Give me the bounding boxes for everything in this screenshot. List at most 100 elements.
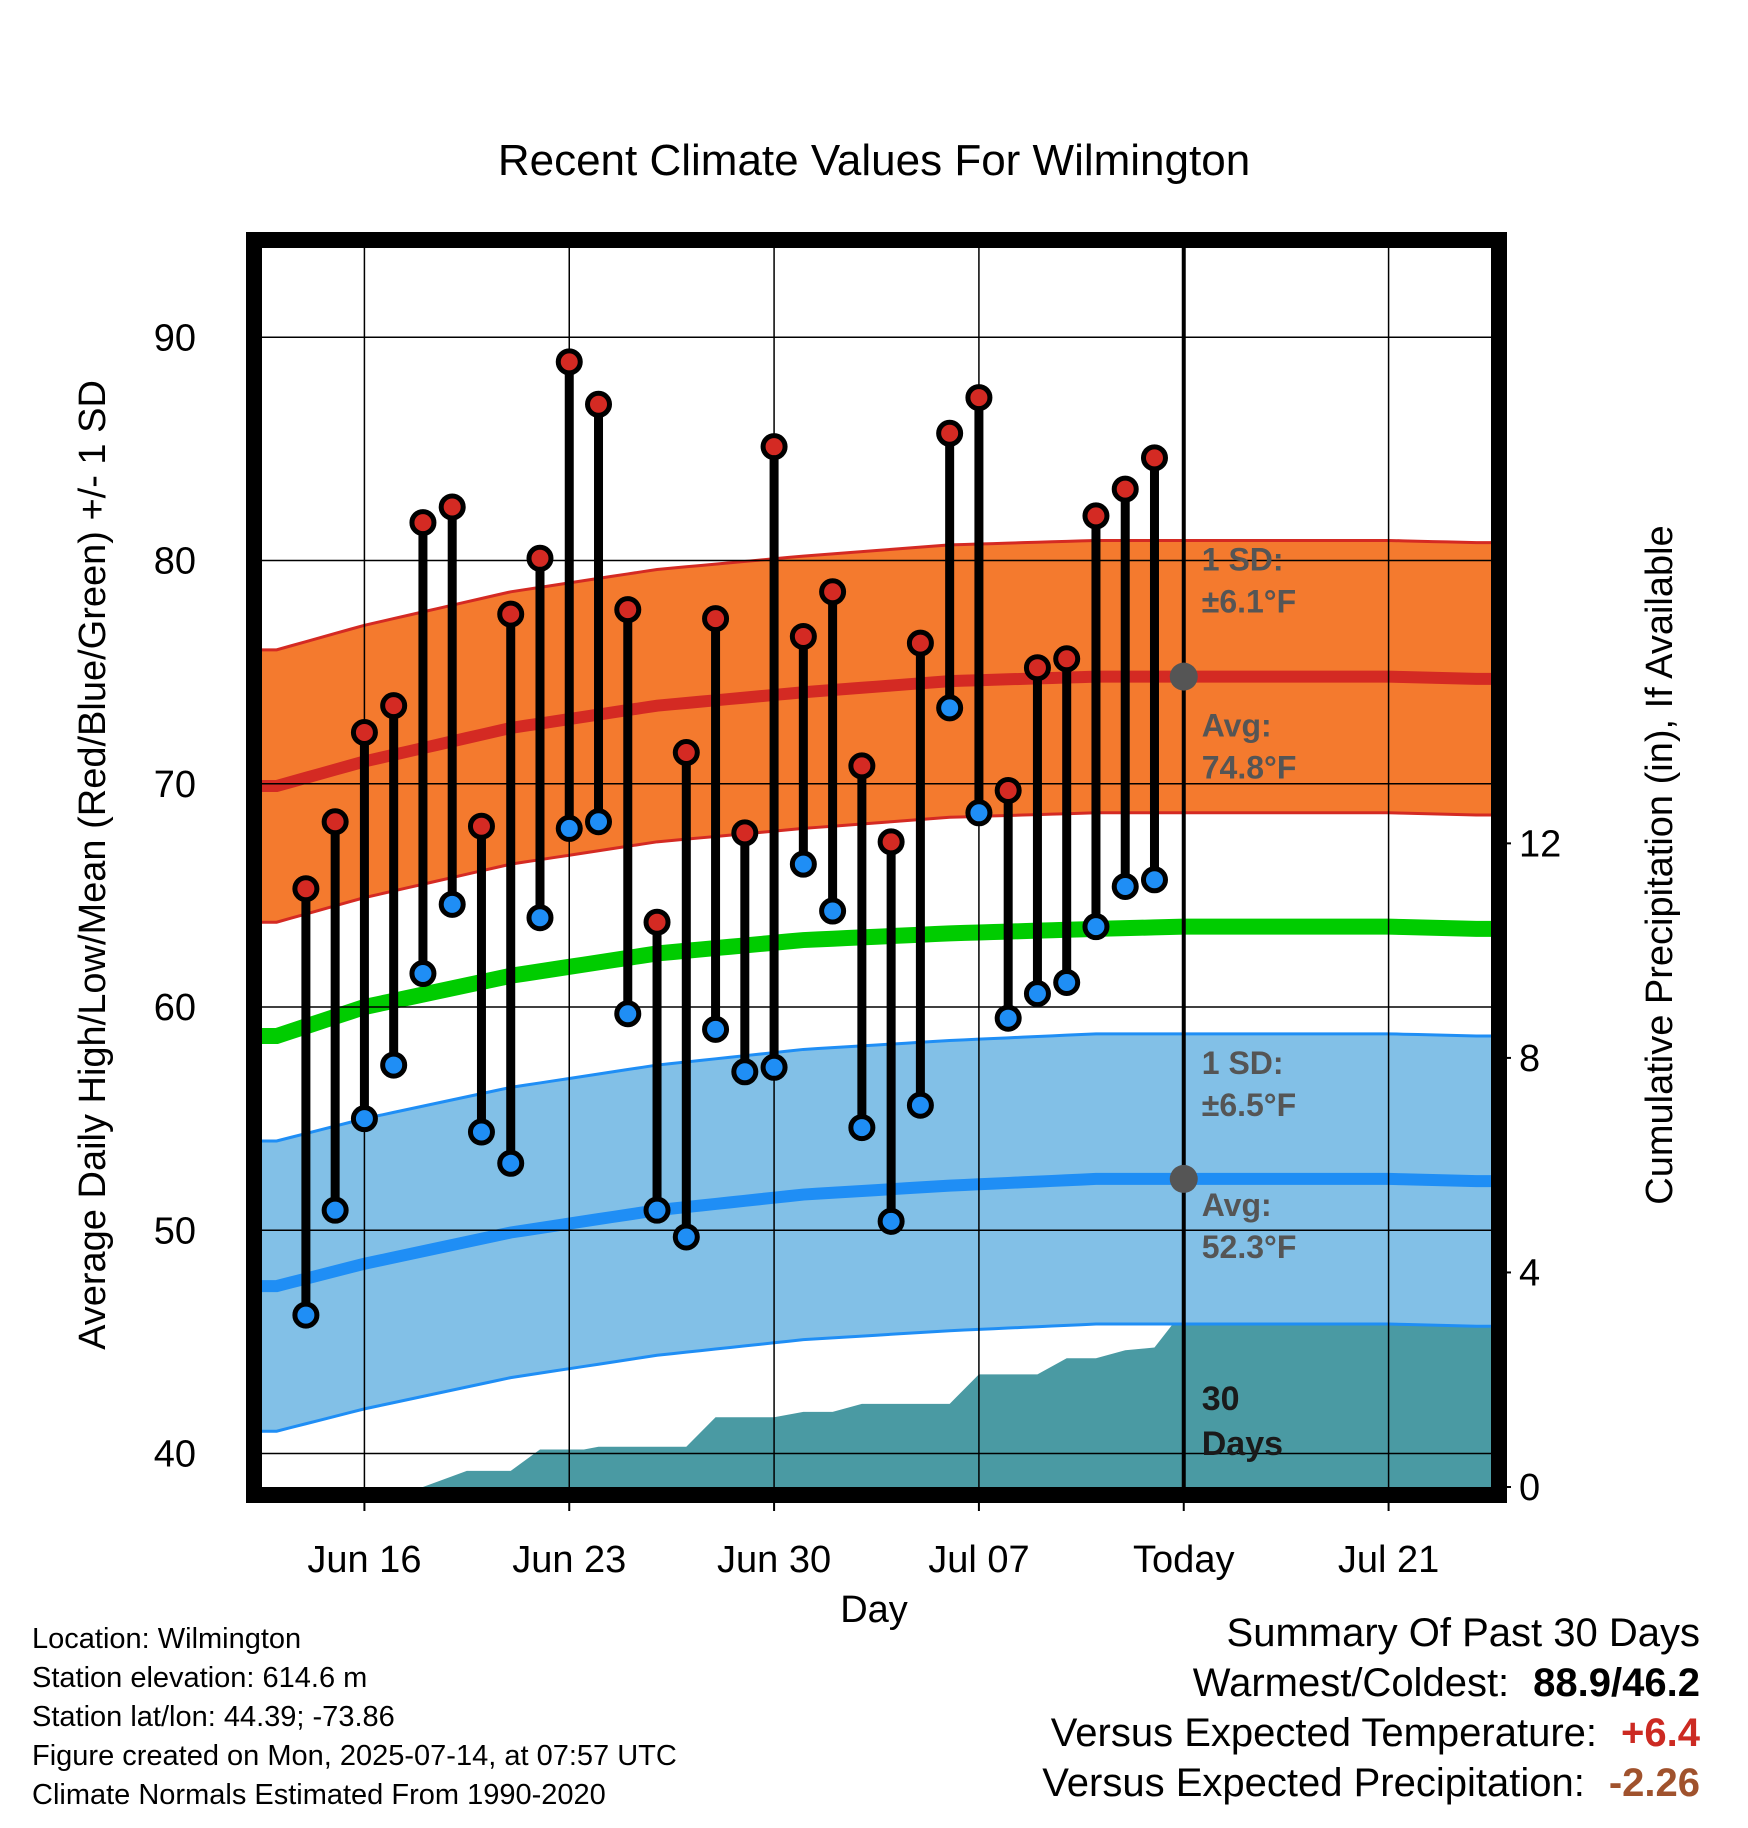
y-tick-label: 80: [154, 541, 196, 583]
normals-text: Climate Normals Estimated From 1990-2020: [32, 1779, 606, 1811]
low-band-upper: [262, 1032, 1491, 1143]
high-point: [585, 390, 613, 418]
normal-high-line: [262, 670, 1491, 793]
precip-value: -2.26: [1608, 1761, 1700, 1805]
warm-cold-value: 88.9/46.2: [1533, 1661, 1700, 1705]
high-point: [467, 812, 495, 840]
x-tick-label: Jun 30: [717, 1539, 831, 1581]
low-point: [643, 1196, 671, 1224]
high-point: [292, 875, 320, 903]
low-point: [731, 1058, 759, 1086]
high-point: [643, 908, 671, 936]
low-point: [438, 890, 466, 918]
low-point: [1023, 980, 1051, 1008]
low-point: [585, 808, 613, 836]
high-band-upper: [262, 538, 1491, 652]
y-tick-label: 40: [154, 1434, 196, 1476]
high-point: [994, 776, 1022, 804]
low-point: [292, 1301, 320, 1329]
low-sd-label: 1 SD:: [1202, 1045, 1284, 1081]
low-point: [936, 694, 964, 722]
y2-tick-label: 8: [1519, 1038, 1540, 1080]
temp-row: Versus Expected Temperature: +6.4: [1042, 1708, 1700, 1758]
low-point: [467, 1118, 495, 1146]
high-point: [936, 419, 964, 447]
low-point: [1082, 913, 1110, 941]
plot-area: 1 SD: ±6.1°F Avg: 74.8°F 1 SD: ±6.5°F Avg: 52.3…: [154, 232, 1561, 1581]
high-sd-value: ±6.1°F: [1202, 583, 1296, 619]
low-point: [848, 1114, 876, 1142]
high-point: [1082, 502, 1110, 530]
y-tick-label: 50: [154, 1210, 196, 1252]
low-point: [760, 1053, 788, 1081]
latlon-text: Station lat/lon: 44.39; -73.86: [32, 1701, 395, 1733]
normal-low-line: [262, 1172, 1491, 1293]
station-info: Location: Wilmington Station elevation: …: [32, 1620, 677, 1815]
plot-inner: 1 SD: ±6.1°F Avg: 74.8°F 1 SD: ±6.5°F Avg: 52.3…: [262, 248, 1491, 1487]
high-point: [321, 808, 349, 836]
high-point: [877, 828, 905, 856]
chart-title: Recent Climate Values For Wilmington: [498, 136, 1250, 185]
x-tick-label: Today: [1133, 1539, 1234, 1581]
high-point: [555, 348, 583, 376]
low-point: [906, 1091, 934, 1119]
created-text: Figure created on Mon, 2025-07-14, at 07…: [32, 1740, 677, 1772]
temp-value: +6.4: [1621, 1711, 1700, 1755]
summary-panel: Summary Of Past 30 Days Warmest/Coldest:…: [1042, 1608, 1700, 1808]
low-point: [877, 1207, 905, 1235]
high-point: [1023, 654, 1051, 682]
x-axis-label: Day: [840, 1589, 908, 1631]
precip-row: Versus Expected Precipitation: -2.26: [1042, 1758, 1700, 1808]
low-point: [1140, 866, 1168, 894]
y-tick-label: 90: [154, 317, 196, 359]
high-point: [702, 605, 730, 633]
high-point: [1053, 645, 1081, 673]
high-point: [760, 433, 788, 461]
temp-label: Versus Expected Temperature:: [1050, 1711, 1598, 1755]
low-point: [409, 960, 437, 988]
low-point: [1111, 872, 1139, 900]
elevation-text: Station elevation: 614.6 m: [32, 1662, 368, 1694]
low-band-lower: [262, 1322, 1491, 1433]
high-sd-label: 1 SD:: [1202, 541, 1284, 577]
low-point: [819, 897, 847, 925]
low-avg-value: 52.3°F: [1202, 1229, 1297, 1265]
low-point: [789, 850, 817, 878]
summary-title: Summary Of Past 30 Days: [1226, 1611, 1700, 1655]
today-high-marker: [1169, 662, 1198, 691]
high-point: [789, 622, 817, 650]
high-point: [526, 544, 554, 572]
x-tick-label: Jun 16: [307, 1539, 421, 1581]
low-point: [672, 1223, 700, 1251]
high-point: [731, 819, 759, 847]
x-tick-label: Jul 07: [928, 1539, 1029, 1581]
low-point: [526, 904, 554, 932]
high-avg-label: Avg:: [1202, 708, 1272, 744]
high-point: [848, 752, 876, 780]
high-point: [497, 600, 525, 628]
low-point: [380, 1051, 408, 1079]
y-tick-label: 60: [154, 987, 196, 1029]
precip-label: Versus Expected Precipitation:: [1042, 1761, 1585, 1805]
y-axis-label: Average Daily High/Low/Mean (Red/Blue/Gr…: [72, 380, 114, 1350]
high-point: [380, 692, 408, 720]
low-point: [994, 1004, 1022, 1032]
days-word: Days: [1202, 1425, 1283, 1463]
low-point: [497, 1149, 525, 1177]
y2-axis-label: Cumulative Precipitation (in), If Availa…: [1639, 525, 1681, 1204]
high-point: [350, 718, 378, 746]
precip-area: [276, 1310, 1491, 1487]
high-point: [672, 739, 700, 767]
y2-tick-label: 4: [1519, 1252, 1540, 1294]
low-point: [965, 799, 993, 827]
normal-mean-line: [262, 918, 1491, 1045]
days-count: 30: [1202, 1380, 1240, 1418]
low-point: [555, 814, 583, 842]
plot-frame: [246, 232, 1507, 1503]
warm-cold-row: Warmest/Coldest: 88.9/46.2: [1042, 1658, 1700, 1708]
high-avg-value: 74.8°F: [1202, 750, 1297, 786]
location-text: Location: Wilmington: [32, 1623, 302, 1655]
y-tick-label: 70: [154, 764, 196, 806]
high-point: [614, 596, 642, 624]
